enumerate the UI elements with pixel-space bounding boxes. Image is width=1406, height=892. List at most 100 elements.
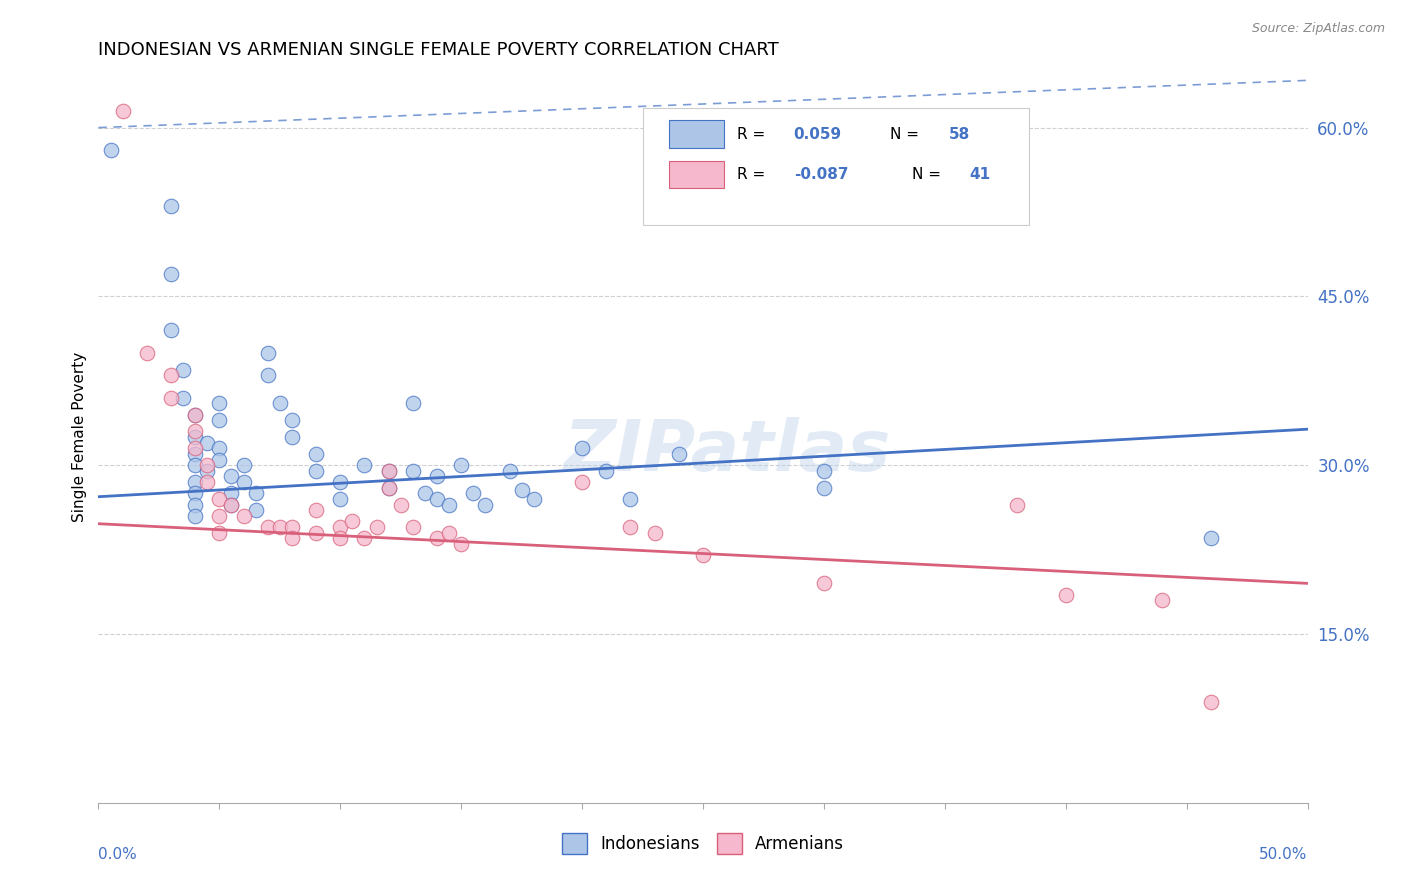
- Point: [595, 464, 617, 478]
- Point: [353, 458, 375, 473]
- Point: [571, 475, 593, 489]
- Point: [208, 452, 231, 467]
- Point: [668, 447, 690, 461]
- Point: [208, 508, 231, 523]
- Point: [195, 475, 218, 489]
- Point: [256, 345, 278, 359]
- Bar: [669, 161, 724, 188]
- Point: [1152, 593, 1174, 607]
- Point: [160, 368, 183, 383]
- Point: [377, 464, 399, 478]
- Text: -0.087: -0.087: [794, 167, 848, 182]
- Legend: Indonesians, Armenians: Indonesians, Armenians: [555, 827, 851, 860]
- Point: [305, 525, 328, 540]
- Point: [208, 491, 231, 506]
- Point: [437, 498, 460, 512]
- Point: [184, 408, 207, 422]
- Point: [269, 520, 291, 534]
- Text: INDONESIAN VS ARMENIAN SINGLE FEMALE POVERTY CORRELATION CHART: INDONESIAN VS ARMENIAN SINGLE FEMALE POV…: [98, 41, 779, 59]
- Point: [644, 525, 666, 540]
- Point: [1054, 588, 1077, 602]
- Point: [184, 498, 207, 512]
- Point: [281, 430, 304, 444]
- Text: 50.0%: 50.0%: [1260, 847, 1308, 862]
- Point: [426, 491, 449, 506]
- Point: [342, 515, 364, 529]
- Point: [160, 323, 183, 337]
- Point: [245, 503, 267, 517]
- Text: 58: 58: [949, 127, 970, 142]
- Point: [619, 491, 641, 506]
- Point: [256, 368, 278, 383]
- Point: [305, 464, 328, 478]
- Point: [100, 143, 122, 157]
- Point: [208, 396, 231, 410]
- Point: [232, 475, 254, 489]
- Point: [437, 525, 460, 540]
- Point: [619, 520, 641, 534]
- Point: [111, 103, 134, 118]
- Point: [377, 481, 399, 495]
- Point: [184, 475, 207, 489]
- Point: [160, 267, 183, 281]
- Point: [813, 464, 835, 478]
- Point: [160, 199, 183, 213]
- Point: [305, 503, 328, 517]
- Text: N =: N =: [912, 167, 941, 182]
- Point: [329, 491, 352, 506]
- Point: [221, 498, 243, 512]
- Point: [402, 396, 425, 410]
- Text: 0.059: 0.059: [794, 127, 842, 142]
- Point: [221, 469, 243, 483]
- Point: [1199, 532, 1222, 546]
- Point: [571, 442, 593, 456]
- Text: ZIPatlas: ZIPatlas: [564, 417, 891, 486]
- Point: [245, 486, 267, 500]
- Point: [1199, 694, 1222, 708]
- Point: [160, 391, 183, 405]
- Point: [269, 396, 291, 410]
- Text: R =: R =: [737, 167, 765, 182]
- Point: [195, 464, 218, 478]
- Point: [523, 491, 546, 506]
- Point: [184, 408, 207, 422]
- Point: [450, 537, 472, 551]
- Point: [329, 532, 352, 546]
- Point: [221, 498, 243, 512]
- Point: [498, 464, 520, 478]
- Point: [377, 464, 399, 478]
- Point: [692, 548, 714, 562]
- Point: [813, 481, 835, 495]
- Point: [377, 481, 399, 495]
- Point: [195, 458, 218, 473]
- Point: [184, 458, 207, 473]
- Text: 0.0%: 0.0%: [98, 847, 138, 862]
- Point: [172, 391, 194, 405]
- Point: [366, 520, 388, 534]
- Text: R =: R =: [737, 127, 765, 142]
- Point: [184, 447, 207, 461]
- Point: [402, 464, 425, 478]
- FancyBboxPatch shape: [643, 108, 1029, 225]
- Point: [450, 458, 472, 473]
- Point: [413, 486, 436, 500]
- Point: [426, 532, 449, 546]
- Point: [208, 413, 231, 427]
- Point: [813, 576, 835, 591]
- Point: [135, 345, 157, 359]
- Point: [208, 525, 231, 540]
- Point: [172, 362, 194, 376]
- Point: [184, 508, 207, 523]
- Point: [184, 442, 207, 456]
- Point: [184, 430, 207, 444]
- Point: [221, 486, 243, 500]
- Point: [389, 498, 412, 512]
- Point: [426, 469, 449, 483]
- Point: [184, 486, 207, 500]
- Text: Source: ZipAtlas.com: Source: ZipAtlas.com: [1251, 22, 1385, 36]
- Point: [281, 413, 304, 427]
- Point: [463, 486, 485, 500]
- Point: [232, 508, 254, 523]
- Point: [353, 532, 375, 546]
- Text: 41: 41: [969, 167, 990, 182]
